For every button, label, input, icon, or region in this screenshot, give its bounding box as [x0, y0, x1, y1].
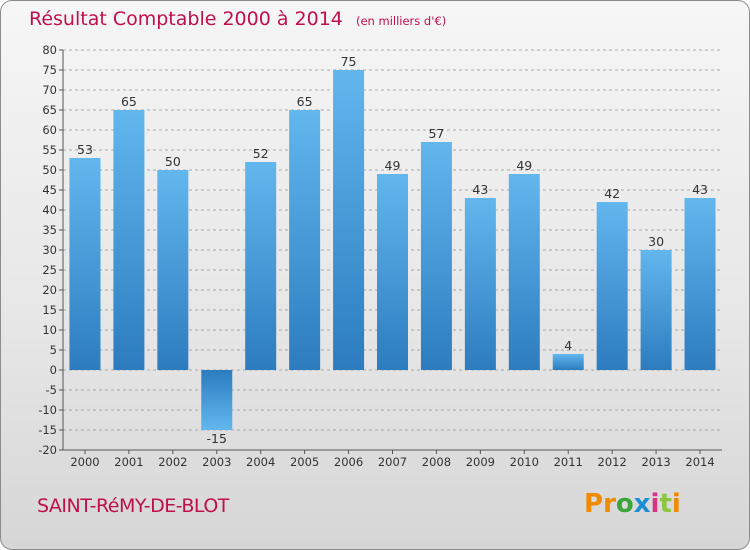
bar-2001 [113, 110, 145, 370]
bar-2011 [552, 354, 584, 370]
data-labels: 53 65 50 -15 52 65 75 49 57 43 49 4 42 30 43 [77, 54, 708, 446]
x-tick-label: 2006 [334, 455, 363, 469]
value-label: 52 [253, 146, 269, 161]
x-tick-label: 2000 [70, 455, 99, 469]
logo-letter: x [633, 489, 651, 519]
value-label: 49 [516, 158, 532, 173]
x-tick-label: 2010 [510, 455, 539, 469]
value-label: 43 [472, 182, 488, 197]
title-line: Résultat Comptable 2000 à 2014 (en milli… [29, 8, 446, 30]
logo-letter: i [650, 489, 660, 519]
value-label: 50 [165, 154, 181, 169]
y-tick-label: 80 [42, 43, 57, 57]
y-tick-label: -5 [46, 383, 57, 397]
bar-2000 [69, 158, 101, 370]
y-tick-label: 65 [42, 103, 57, 117]
x-tick-label: 2007 [378, 455, 407, 469]
value-label: 65 [297, 94, 313, 109]
bar-2009 [464, 198, 496, 370]
bar-2005 [289, 110, 321, 370]
y-tick-label: 15 [42, 303, 57, 317]
y-tick-label: 45 [42, 183, 57, 197]
value-label: 30 [648, 234, 664, 249]
chart-subtitle: (en milliers d'€) [355, 14, 447, 28]
x-tick-label: 2004 [246, 455, 275, 469]
x-tick-label: 2014 [685, 455, 714, 469]
bar-2010 [508, 174, 540, 370]
value-label: -15 [207, 431, 227, 446]
y-tick-label: 40 [42, 203, 57, 217]
y-tick-label: 55 [42, 143, 57, 157]
proxiti-logo: Proxiti [584, 489, 681, 519]
y-tick-label: -15 [38, 423, 57, 437]
x-tick-label: 2013 [641, 455, 670, 469]
x-tick-label: 2005 [290, 455, 319, 469]
bar-2008 [420, 142, 452, 370]
y-tick-label: 75 [42, 63, 57, 77]
chart-title: Résultat Comptable 2000 à 2014 [29, 8, 343, 30]
y-tick-label: -10 [38, 403, 57, 417]
y-tick-label: 60 [42, 123, 57, 137]
y-tick-label: 70 [42, 83, 57, 97]
y-tick-label: 25 [42, 263, 57, 277]
value-label: 43 [692, 182, 708, 197]
x-tick-label: 2011 [554, 455, 583, 469]
bar-2012 [596, 202, 628, 370]
x-tick-label: 2003 [202, 455, 231, 469]
y-tick-label: 30 [42, 243, 57, 257]
axes: -20 -15 -10 -5 0 5 10 15 20 25 30 35 40 45 50 55 60 65 70 7… [38, 43, 722, 469]
x-tick-label: 2001 [114, 455, 143, 469]
commune-name: SAINT-RéMY-DE-BLOT [37, 495, 229, 517]
logo-letter: t [659, 489, 672, 519]
x-tick-label: 2009 [466, 455, 495, 469]
y-tick-label: 20 [42, 283, 57, 297]
y-tick-label: 5 [50, 343, 57, 357]
logo-letter: o [615, 489, 634, 519]
x-tick-label: 2012 [598, 455, 627, 469]
value-label: 75 [341, 54, 357, 69]
x-tick-label: 2008 [422, 455, 451, 469]
bar-2003 [201, 370, 233, 430]
value-label: 65 [121, 94, 137, 109]
bar-2002 [157, 170, 189, 370]
y-tick-label: 10 [42, 323, 57, 337]
logo-letter: r [603, 489, 616, 519]
bars [69, 70, 716, 430]
bar-2006 [333, 70, 365, 370]
value-label: 4 [564, 338, 572, 353]
value-label: 42 [604, 186, 620, 201]
y-tick-label: 0 [50, 363, 57, 377]
logo-letter: i [671, 489, 681, 519]
x-tick-label: 2002 [158, 455, 187, 469]
bar-2004 [245, 162, 277, 370]
bar-2007 [377, 174, 408, 370]
logo-letter: P [584, 489, 604, 519]
y-tick-label: -20 [38, 443, 57, 457]
value-label: 49 [385, 158, 401, 173]
bar-2014 [684, 198, 716, 370]
bar-2013 [640, 250, 672, 370]
y-tick-label: 50 [42, 163, 57, 177]
y-tick-label: 35 [42, 223, 57, 237]
value-label: 57 [428, 126, 444, 141]
value-label: 53 [77, 142, 93, 157]
